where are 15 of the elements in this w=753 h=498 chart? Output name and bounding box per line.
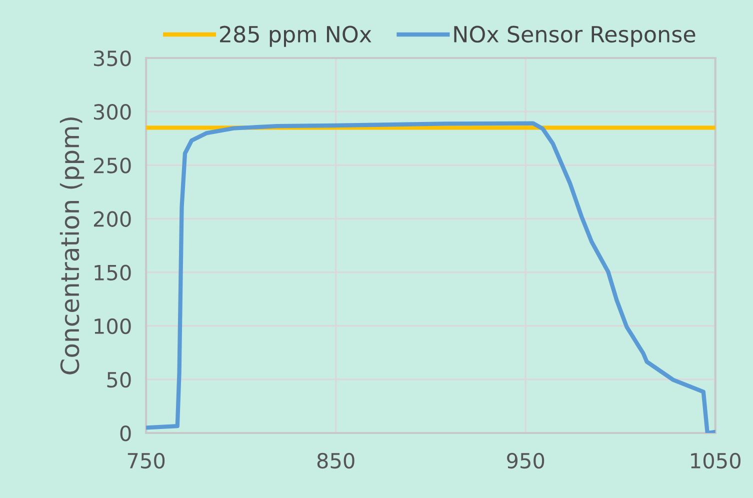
y-tick-label: 250 xyxy=(94,158,131,174)
y-axis-title: Concentration (ppm) xyxy=(60,117,84,374)
y-tick-label: 300 xyxy=(94,104,131,120)
y-tick-label: 150 xyxy=(94,264,131,281)
y-tick-label: 200 xyxy=(94,211,131,227)
legend-label: NOx Sensor Response xyxy=(454,26,696,47)
x-tick-label: 850 xyxy=(317,452,354,469)
x-tick-label: 750 xyxy=(128,452,165,469)
y-tick-label: 100 xyxy=(94,318,131,334)
legend-label: 285 ppm NOx xyxy=(220,26,372,47)
y-tick-label: 350 xyxy=(94,50,131,66)
x-tick-label: 950 xyxy=(507,452,544,469)
x-tick-label: 1050 xyxy=(691,452,740,469)
y-tick-label: 50 xyxy=(107,372,131,388)
y-tick-label: 0 xyxy=(120,425,131,442)
